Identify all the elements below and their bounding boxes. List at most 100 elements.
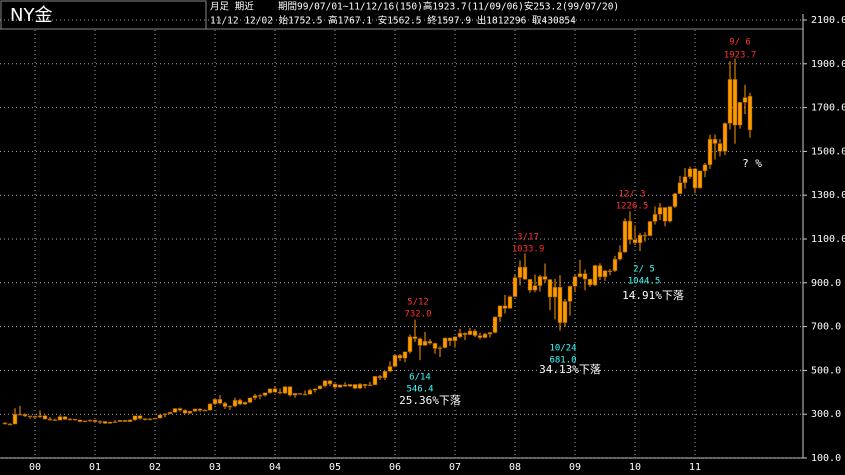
candle-body xyxy=(347,384,353,387)
y-tick-label: 100.0 xyxy=(811,453,841,464)
annotation: 5/12 xyxy=(407,298,429,308)
candle-body xyxy=(337,384,343,388)
candle-body xyxy=(67,418,73,421)
candle-body xyxy=(207,403,213,411)
candle-body xyxy=(602,270,608,278)
candle-body xyxy=(607,270,613,273)
candle-body xyxy=(612,258,618,272)
candle-body xyxy=(692,168,698,189)
candle-body xyxy=(737,102,743,126)
candle-body xyxy=(222,403,228,407)
annotation: 732.0 xyxy=(404,310,431,320)
candle-body xyxy=(547,279,553,298)
candle-body xyxy=(292,393,298,396)
candle-body xyxy=(457,332,463,338)
candle-body xyxy=(217,399,223,404)
candle-body xyxy=(22,413,28,417)
annotation: 546.4 xyxy=(406,385,433,395)
candle-body xyxy=(402,351,408,359)
annotation: 1044.5 xyxy=(628,277,661,287)
candle-body xyxy=(487,332,493,335)
candle-body xyxy=(282,386,288,394)
candle-body xyxy=(37,415,43,418)
candle-body xyxy=(622,220,628,253)
candle-body xyxy=(87,419,93,422)
candle-body xyxy=(462,332,468,335)
candle-body xyxy=(12,413,18,425)
candle-body xyxy=(732,79,738,126)
annotation: 3/17 xyxy=(517,233,539,243)
candle-body xyxy=(742,97,748,103)
x-tick-label: 07 xyxy=(449,462,461,473)
candle-body xyxy=(307,389,313,395)
candle-body xyxy=(407,336,413,353)
candle-body xyxy=(617,251,623,260)
candle-body xyxy=(42,415,48,420)
candle-body xyxy=(422,341,428,346)
y-tick-label: 300.0 xyxy=(811,409,841,420)
candle-body xyxy=(47,418,53,421)
candle-body xyxy=(662,207,668,222)
candle-body xyxy=(522,266,528,280)
candle-body xyxy=(312,388,318,391)
candle-body xyxy=(72,418,78,421)
candle-body xyxy=(127,419,133,422)
x-tick-label: 00 xyxy=(29,462,41,473)
candle-body xyxy=(537,276,543,286)
annotation: 1923.7 xyxy=(724,51,757,61)
y-tick-label: 900.0 xyxy=(811,278,841,289)
candle-body xyxy=(502,305,508,309)
candle-body xyxy=(697,170,703,189)
y-tick-label: 1500.0 xyxy=(811,146,845,157)
candle-body xyxy=(32,416,38,418)
candle-body xyxy=(262,392,268,396)
candle-body xyxy=(382,371,388,379)
candle-body xyxy=(137,415,143,419)
candle-body xyxy=(287,386,293,396)
annotation: 6/14 xyxy=(409,373,431,383)
candle-body xyxy=(497,305,503,318)
candle-body xyxy=(412,336,418,339)
chart-title: NY金 xyxy=(10,5,52,26)
candle-body xyxy=(362,383,368,386)
candle-body xyxy=(677,182,683,194)
candle-body xyxy=(117,420,123,422)
candle-body xyxy=(77,419,83,422)
candle-body xyxy=(272,388,278,393)
candle-body xyxy=(672,193,678,207)
x-tick-label: 03 xyxy=(209,462,221,473)
candle-body xyxy=(682,176,688,183)
y-tick-label: 1700.0 xyxy=(811,103,845,114)
candle-body xyxy=(397,355,403,359)
candle-body xyxy=(242,402,248,405)
x-tick-label: 02 xyxy=(149,462,161,473)
candle-body xyxy=(157,414,163,419)
candle-body xyxy=(142,418,148,420)
candle-body xyxy=(707,138,713,166)
candle-body xyxy=(132,415,138,421)
candle-body xyxy=(57,416,63,421)
candle-body xyxy=(387,366,393,372)
candle-body xyxy=(642,234,648,237)
candle-body xyxy=(637,234,643,244)
x-tick-label: 04 xyxy=(269,462,281,473)
candle-body xyxy=(717,143,723,152)
candle-body xyxy=(582,273,588,280)
candle-body xyxy=(747,95,753,131)
candle-body xyxy=(597,265,603,278)
candle-body xyxy=(477,335,483,338)
candle-body xyxy=(27,415,33,418)
y-tick-label: 1900.0 xyxy=(811,59,845,70)
candle-body xyxy=(82,420,88,423)
candle-body xyxy=(652,214,658,222)
candle-body xyxy=(2,422,8,425)
candle-body xyxy=(297,393,303,395)
candle-body xyxy=(257,395,263,397)
candle-body xyxy=(232,399,238,407)
candle-body xyxy=(727,79,733,124)
annotation: ? % xyxy=(742,157,762,170)
candle-body xyxy=(7,423,13,426)
candle-body xyxy=(332,383,338,388)
candle-body xyxy=(107,421,113,424)
